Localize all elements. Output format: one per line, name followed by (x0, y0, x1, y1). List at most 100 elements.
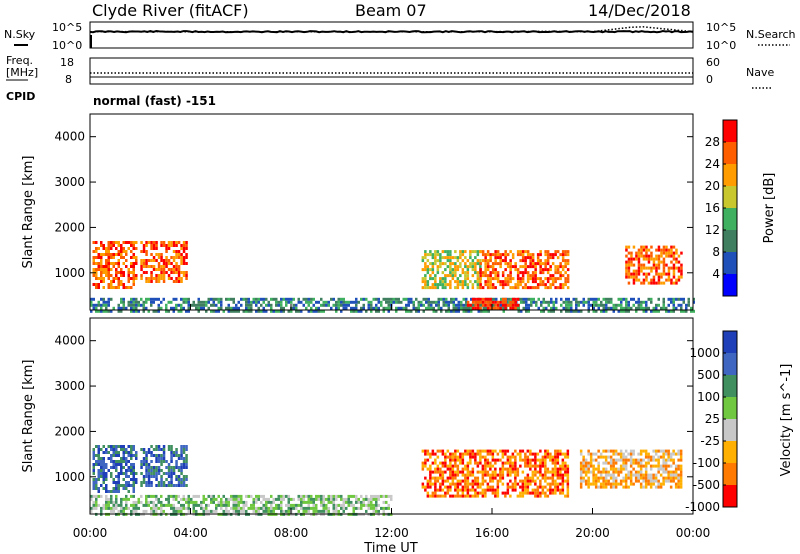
heatmap-cell (657, 303, 660, 307)
heatmap-cell (262, 509, 265, 513)
heatmap-cell (382, 306, 385, 310)
heatmap-cell (584, 470, 588, 474)
heatmap-cell (461, 259, 465, 263)
heatmap-cell (172, 268, 176, 271)
heatmap-cell (592, 476, 595, 480)
heatmap-cell (160, 506, 163, 510)
heatmap-cell (112, 445, 115, 448)
heatmap-cell (637, 254, 641, 258)
heatmap-cell (431, 470, 435, 474)
heatmap-cell (405, 306, 408, 310)
heatmap-cell (177, 484, 181, 487)
heatmap-cell (614, 485, 618, 489)
heatmap-cell (476, 280, 480, 284)
heatmap-cell (200, 306, 203, 310)
heatmap-cell (600, 303, 603, 307)
heatmap-cell (302, 497, 305, 501)
heatmap-cell (662, 467, 665, 471)
heatmap-cell (677, 449, 680, 453)
heatmap-cell (182, 451, 186, 454)
heatmap-cell (484, 458, 487, 462)
heatmap-cell (92, 457, 95, 460)
heatmap-cell (529, 262, 532, 266)
heatmap-cell (237, 509, 240, 513)
heatmap-cell (660, 254, 663, 258)
x-tick-label: 04:00 (173, 526, 208, 540)
heatmap-cell (642, 281, 646, 285)
y-tick-label: 3000 (54, 175, 85, 189)
heatmap-cell (466, 485, 470, 489)
y-tick-label: 4000 (54, 130, 85, 144)
heatmap-cell (360, 500, 363, 504)
heatmap-cell (130, 451, 133, 454)
heatmap-cell (322, 497, 325, 501)
heatmap-cell (380, 494, 383, 498)
heatmap-cell (97, 487, 100, 490)
heatmap-cell (434, 494, 437, 498)
heatmap-cell (439, 467, 442, 471)
heatmap-cell (150, 469, 153, 472)
heatmap-cell (499, 458, 502, 462)
heatmap-cell (105, 303, 108, 307)
heatmap-cell (449, 452, 452, 456)
heatmap-cell (524, 452, 527, 456)
freq-right-tick-bottom: 0 (706, 73, 713, 86)
heatmap-cell (130, 466, 133, 469)
heatmap-cell (437, 306, 440, 310)
heatmap-cell (195, 500, 198, 504)
heatmap-cell (155, 253, 158, 256)
heatmap-cell (120, 466, 123, 469)
heatmap-cell (155, 494, 158, 498)
heatmap-cell (127, 241, 130, 244)
heatmap-cell (530, 303, 533, 307)
heatmap-cell (500, 303, 503, 307)
heatmap-cell (556, 470, 560, 474)
heatmap-cell (155, 484, 158, 487)
heatmap-cell (432, 309, 435, 313)
heatmap-cell (506, 488, 510, 492)
heatmap-cell (531, 265, 535, 269)
heatmap-cell (120, 445, 123, 448)
heatmap-cell (177, 481, 181, 484)
heatmap-cell (130, 244, 133, 247)
heatmap-cell (235, 309, 238, 313)
heatmap-cell (160, 478, 163, 481)
heatmap-cell (210, 297, 213, 301)
heatmap-cell (674, 473, 678, 477)
heatmap-cell (277, 300, 280, 304)
heatmap-cell (185, 262, 188, 265)
heatmap-cell (367, 500, 370, 504)
heatmap-cell (554, 470, 557, 474)
heatmap-cell (145, 484, 148, 487)
heatmap-cell (624, 482, 628, 486)
heatmap-cell (456, 283, 460, 287)
heatmap-cell (692, 300, 695, 304)
heatmap-cell (307, 303, 310, 307)
heatmap-cell (122, 509, 125, 513)
heatmap-cell (110, 490, 113, 493)
heatmap-cell (479, 268, 482, 272)
heatmap-cell (170, 457, 173, 460)
heatmap-cell (562, 300, 565, 304)
heatmap-cell (112, 244, 115, 247)
y-tick-label: 3000 (54, 379, 85, 393)
heatmap-cell (355, 306, 358, 310)
heatmap-cell (377, 503, 380, 507)
heatmap-cell (531, 280, 535, 284)
heatmap-cell (632, 467, 635, 471)
heatmap-cell (532, 297, 535, 301)
heatmap-cell (556, 277, 560, 281)
heatmap-cell (240, 303, 243, 307)
heatmap-cell (145, 241, 148, 244)
heatmap-cell (549, 482, 552, 486)
heatmap-cell (100, 306, 103, 310)
heatmap-cell (494, 274, 497, 278)
heatmap-cell (476, 491, 480, 495)
heatmap-cell (509, 479, 512, 483)
heatmap-cell (531, 262, 535, 266)
heatmap-cell (594, 485, 598, 489)
heatmap-cell (589, 470, 593, 474)
heatmap-cell (110, 460, 113, 463)
heatmap-cell (481, 274, 485, 278)
heatmap-cell (255, 497, 258, 501)
